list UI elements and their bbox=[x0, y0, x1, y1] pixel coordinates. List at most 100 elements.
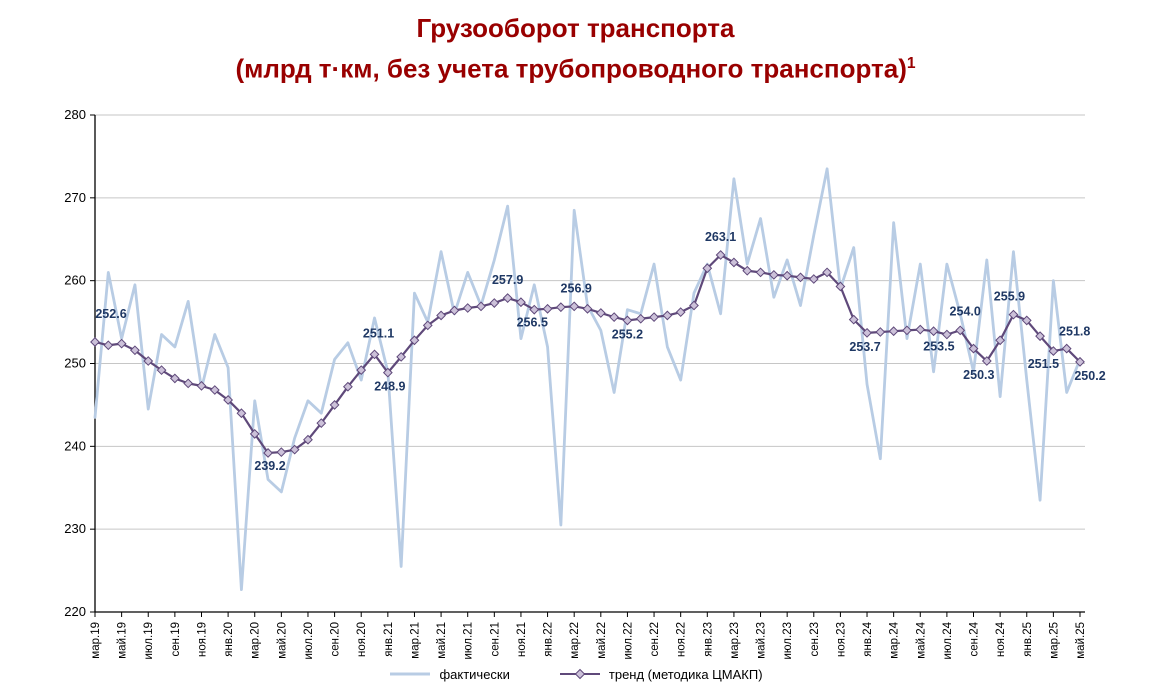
trend-marker-diamond bbox=[342, 381, 353, 392]
x-tick-label: июл.24 bbox=[942, 621, 954, 659]
trend-marker-diamond bbox=[369, 349, 380, 359]
x-tick-label: янв.25 bbox=[1022, 622, 1034, 657]
trend-marker-diamond bbox=[848, 314, 859, 325]
trend-marker-diamond bbox=[103, 340, 114, 350]
trend-data-label: 257.9 bbox=[492, 273, 523, 287]
trend-data-label: 251.8 bbox=[1059, 324, 1090, 338]
y-tick-label: 220 bbox=[64, 604, 86, 619]
trend-marker-diamond bbox=[422, 320, 433, 330]
x-tick-label: мар.19 bbox=[90, 622, 102, 659]
trend-marker-diamond bbox=[449, 305, 460, 316]
x-tick-label: июл.23 bbox=[782, 622, 794, 660]
y-tick-label: 250 bbox=[64, 355, 86, 370]
trend-data-label: 251.5 bbox=[1028, 357, 1059, 371]
trend-marker-diamond bbox=[1075, 356, 1085, 367]
x-tick-label: ноя.21 bbox=[516, 622, 528, 657]
trend-marker-diamond bbox=[409, 335, 420, 345]
x-tick-label: ноя.23 bbox=[835, 622, 847, 657]
trend-marker-diamond bbox=[768, 269, 779, 280]
trend-marker-diamond bbox=[888, 325, 899, 336]
trend-marker-diamond bbox=[782, 270, 793, 281]
x-tick-label: янв.20 bbox=[223, 622, 235, 657]
trend-marker-diamond bbox=[955, 325, 966, 335]
trend-marker-diamond bbox=[276, 446, 287, 457]
trend-data-label: 248.9 bbox=[374, 379, 405, 393]
x-tick-label: май.25 bbox=[1075, 622, 1087, 659]
trend-marker-diamond bbox=[396, 351, 407, 362]
trend-marker-diamond bbox=[289, 444, 300, 455]
trend-marker-diamond bbox=[555, 301, 566, 312]
chart-title-line1: Грузооборот транспорта bbox=[416, 13, 735, 43]
trend-data-label: 256.5 bbox=[517, 315, 548, 329]
trend-marker-diamond bbox=[808, 273, 819, 284]
chart-legend: фактически тренд (методика ЦМАКП) bbox=[0, 667, 1151, 682]
trend-marker-diamond bbox=[130, 344, 140, 355]
trend-marker-diamond bbox=[489, 297, 500, 308]
trend-marker-diamond bbox=[822, 267, 833, 277]
x-tick-label: июл.19 bbox=[143, 622, 155, 660]
trend-marker-diamond bbox=[476, 301, 486, 311]
x-tick-label: сен.23 bbox=[809, 622, 821, 656]
trend-marker-diamond bbox=[436, 310, 446, 321]
y-tick-label: 270 bbox=[64, 189, 86, 204]
actual-series-line bbox=[93, 167, 1082, 591]
y-tick-label: 230 bbox=[64, 521, 86, 536]
trend-data-label: 254.0 bbox=[950, 304, 981, 318]
trend-marker-diamond bbox=[795, 272, 806, 282]
trend-marker-diamond bbox=[90, 336, 100, 347]
x-tick-label: мар.24 bbox=[889, 621, 901, 658]
trend-marker-diamond bbox=[569, 301, 580, 311]
trend-marker-diamond bbox=[156, 364, 167, 375]
trend-marker-diamond bbox=[1048, 345, 1059, 356]
trend-marker-diamond bbox=[862, 327, 872, 338]
trend-marker-diamond bbox=[649, 311, 659, 322]
trend-marker-diamond bbox=[729, 257, 739, 268]
trend-marker-diamond bbox=[303, 434, 313, 445]
trend-marker-diamond bbox=[516, 296, 526, 307]
x-tick-label: сен.22 bbox=[649, 622, 661, 656]
trend-data-label: 252.6 bbox=[95, 307, 126, 321]
trend-data-label: 255.9 bbox=[994, 289, 1025, 303]
x-tick-label: ноя.22 bbox=[676, 622, 688, 657]
trend-marker-diamond bbox=[116, 338, 127, 349]
x-tick-label: сен.21 bbox=[489, 622, 501, 656]
trend-data-label: 250.2 bbox=[1074, 368, 1105, 382]
trend-marker-diamond bbox=[995, 335, 1006, 345]
trend-marker-diamond bbox=[143, 355, 154, 366]
chart-title-line2: (млрд т·км, без учета трубопроводного тр… bbox=[0, 46, 1151, 87]
x-tick-label: янв.23 bbox=[702, 622, 714, 657]
trend-marker-diamond bbox=[715, 249, 726, 260]
trend-marker-diamond bbox=[1008, 309, 1019, 320]
x-tick-label: май.20 bbox=[276, 622, 288, 659]
trend-marker-diamond bbox=[356, 364, 367, 375]
trend-marker-diamond bbox=[835, 281, 846, 292]
trend-marker-diamond bbox=[635, 313, 646, 324]
x-tick-label: мар.21 bbox=[409, 622, 421, 659]
trend-data-label: 239.2 bbox=[254, 459, 285, 473]
trend-marker-diamond bbox=[902, 325, 912, 335]
trend-marker-diamond bbox=[249, 428, 260, 439]
trend-marker-diamond bbox=[702, 262, 713, 273]
trend-marker-diamond bbox=[755, 267, 766, 277]
x-tick-label: сен.24 bbox=[969, 621, 981, 656]
trend-marker-diamond bbox=[169, 373, 180, 383]
x-tick-label: май.23 bbox=[756, 622, 768, 659]
trend-marker-diamond bbox=[915, 324, 926, 335]
x-tick-label: май.19 bbox=[117, 622, 129, 659]
trend-data-label: 250.3 bbox=[963, 368, 994, 382]
trend-marker-diamond bbox=[689, 300, 699, 311]
chart-title-line2-text: (млрд т·км, без учета трубопроводного тр… bbox=[235, 53, 907, 84]
trend-marker-diamond bbox=[263, 447, 273, 458]
trend-marker-diamond bbox=[1021, 315, 1032, 325]
trend-marker-diamond bbox=[941, 329, 952, 340]
trend-data-label: 253.5 bbox=[923, 339, 954, 353]
trend-marker-diamond bbox=[928, 325, 939, 336]
trend-marker-diamond bbox=[236, 407, 247, 418]
trend-marker-diamond bbox=[1061, 343, 1072, 354]
x-tick-label: янв.22 bbox=[543, 622, 555, 657]
trend-marker-diamond bbox=[582, 303, 593, 314]
x-tick-label: мар.23 bbox=[729, 622, 741, 659]
legend-item-trend: тренд (методика ЦМАКП) bbox=[558, 667, 763, 682]
x-tick-label: ноя.24 bbox=[995, 621, 1007, 657]
legend-label-trend: тренд (методика ЦМАКП) bbox=[608, 666, 763, 682]
